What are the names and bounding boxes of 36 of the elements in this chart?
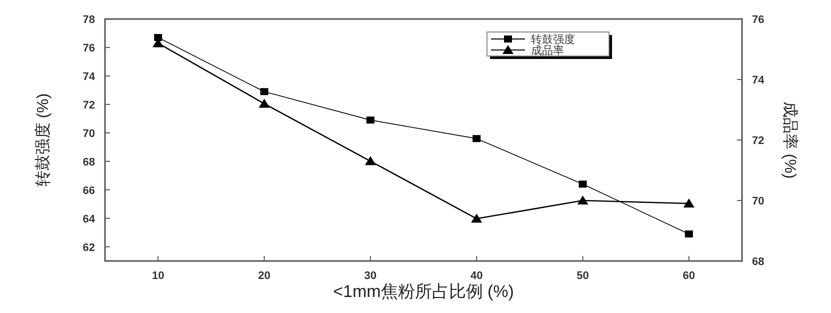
x-tick-label: 20 <box>258 270 270 282</box>
point <box>578 180 587 188</box>
x-tick-label: 40 <box>470 270 483 282</box>
point <box>154 34 162 42</box>
point <box>260 88 268 96</box>
y2-tick-label: 70 <box>752 196 764 208</box>
y-tick-label: 64 <box>82 213 96 226</box>
y-tick-label: 62 <box>82 242 95 254</box>
point <box>577 196 588 204</box>
y-tick-label: 76 <box>82 42 95 54</box>
y2-axis-title: 成品率 (%) <box>781 101 799 179</box>
point <box>684 230 693 238</box>
x-tick-label: 30 <box>364 270 377 282</box>
y2-tick-label: 68 <box>752 256 764 268</box>
point <box>683 198 694 208</box>
y-tick-label: 70 <box>82 128 95 140</box>
point <box>366 116 374 124</box>
point <box>258 98 270 108</box>
y-tick-label: 78 <box>82 14 95 26</box>
x-axis-title: <1mm焦粉所占比例 (%) <box>333 282 514 301</box>
x-tick-label: 50 <box>576 270 589 282</box>
point <box>472 135 481 142</box>
legend-label: 转鼓强度 <box>531 33 575 46</box>
legend-label: 成品率 <box>531 44 564 57</box>
y-tick-label: 72 <box>82 99 95 112</box>
y-tick-label: 66 <box>82 184 95 197</box>
y2-tick-label: 76 <box>752 14 764 26</box>
y-tick-label: 68 <box>82 156 95 168</box>
y2-tick-label: 72 <box>752 135 764 147</box>
y-tick-label: 74 <box>82 70 96 83</box>
x-tick-label: 10 <box>152 270 164 282</box>
point <box>471 214 482 223</box>
x-tick-label: 60 <box>682 270 696 282</box>
y2-tick-label: 74 <box>752 74 766 86</box>
y-axis-title: 转鼓强度 (%) <box>34 93 52 187</box>
point <box>364 156 376 166</box>
